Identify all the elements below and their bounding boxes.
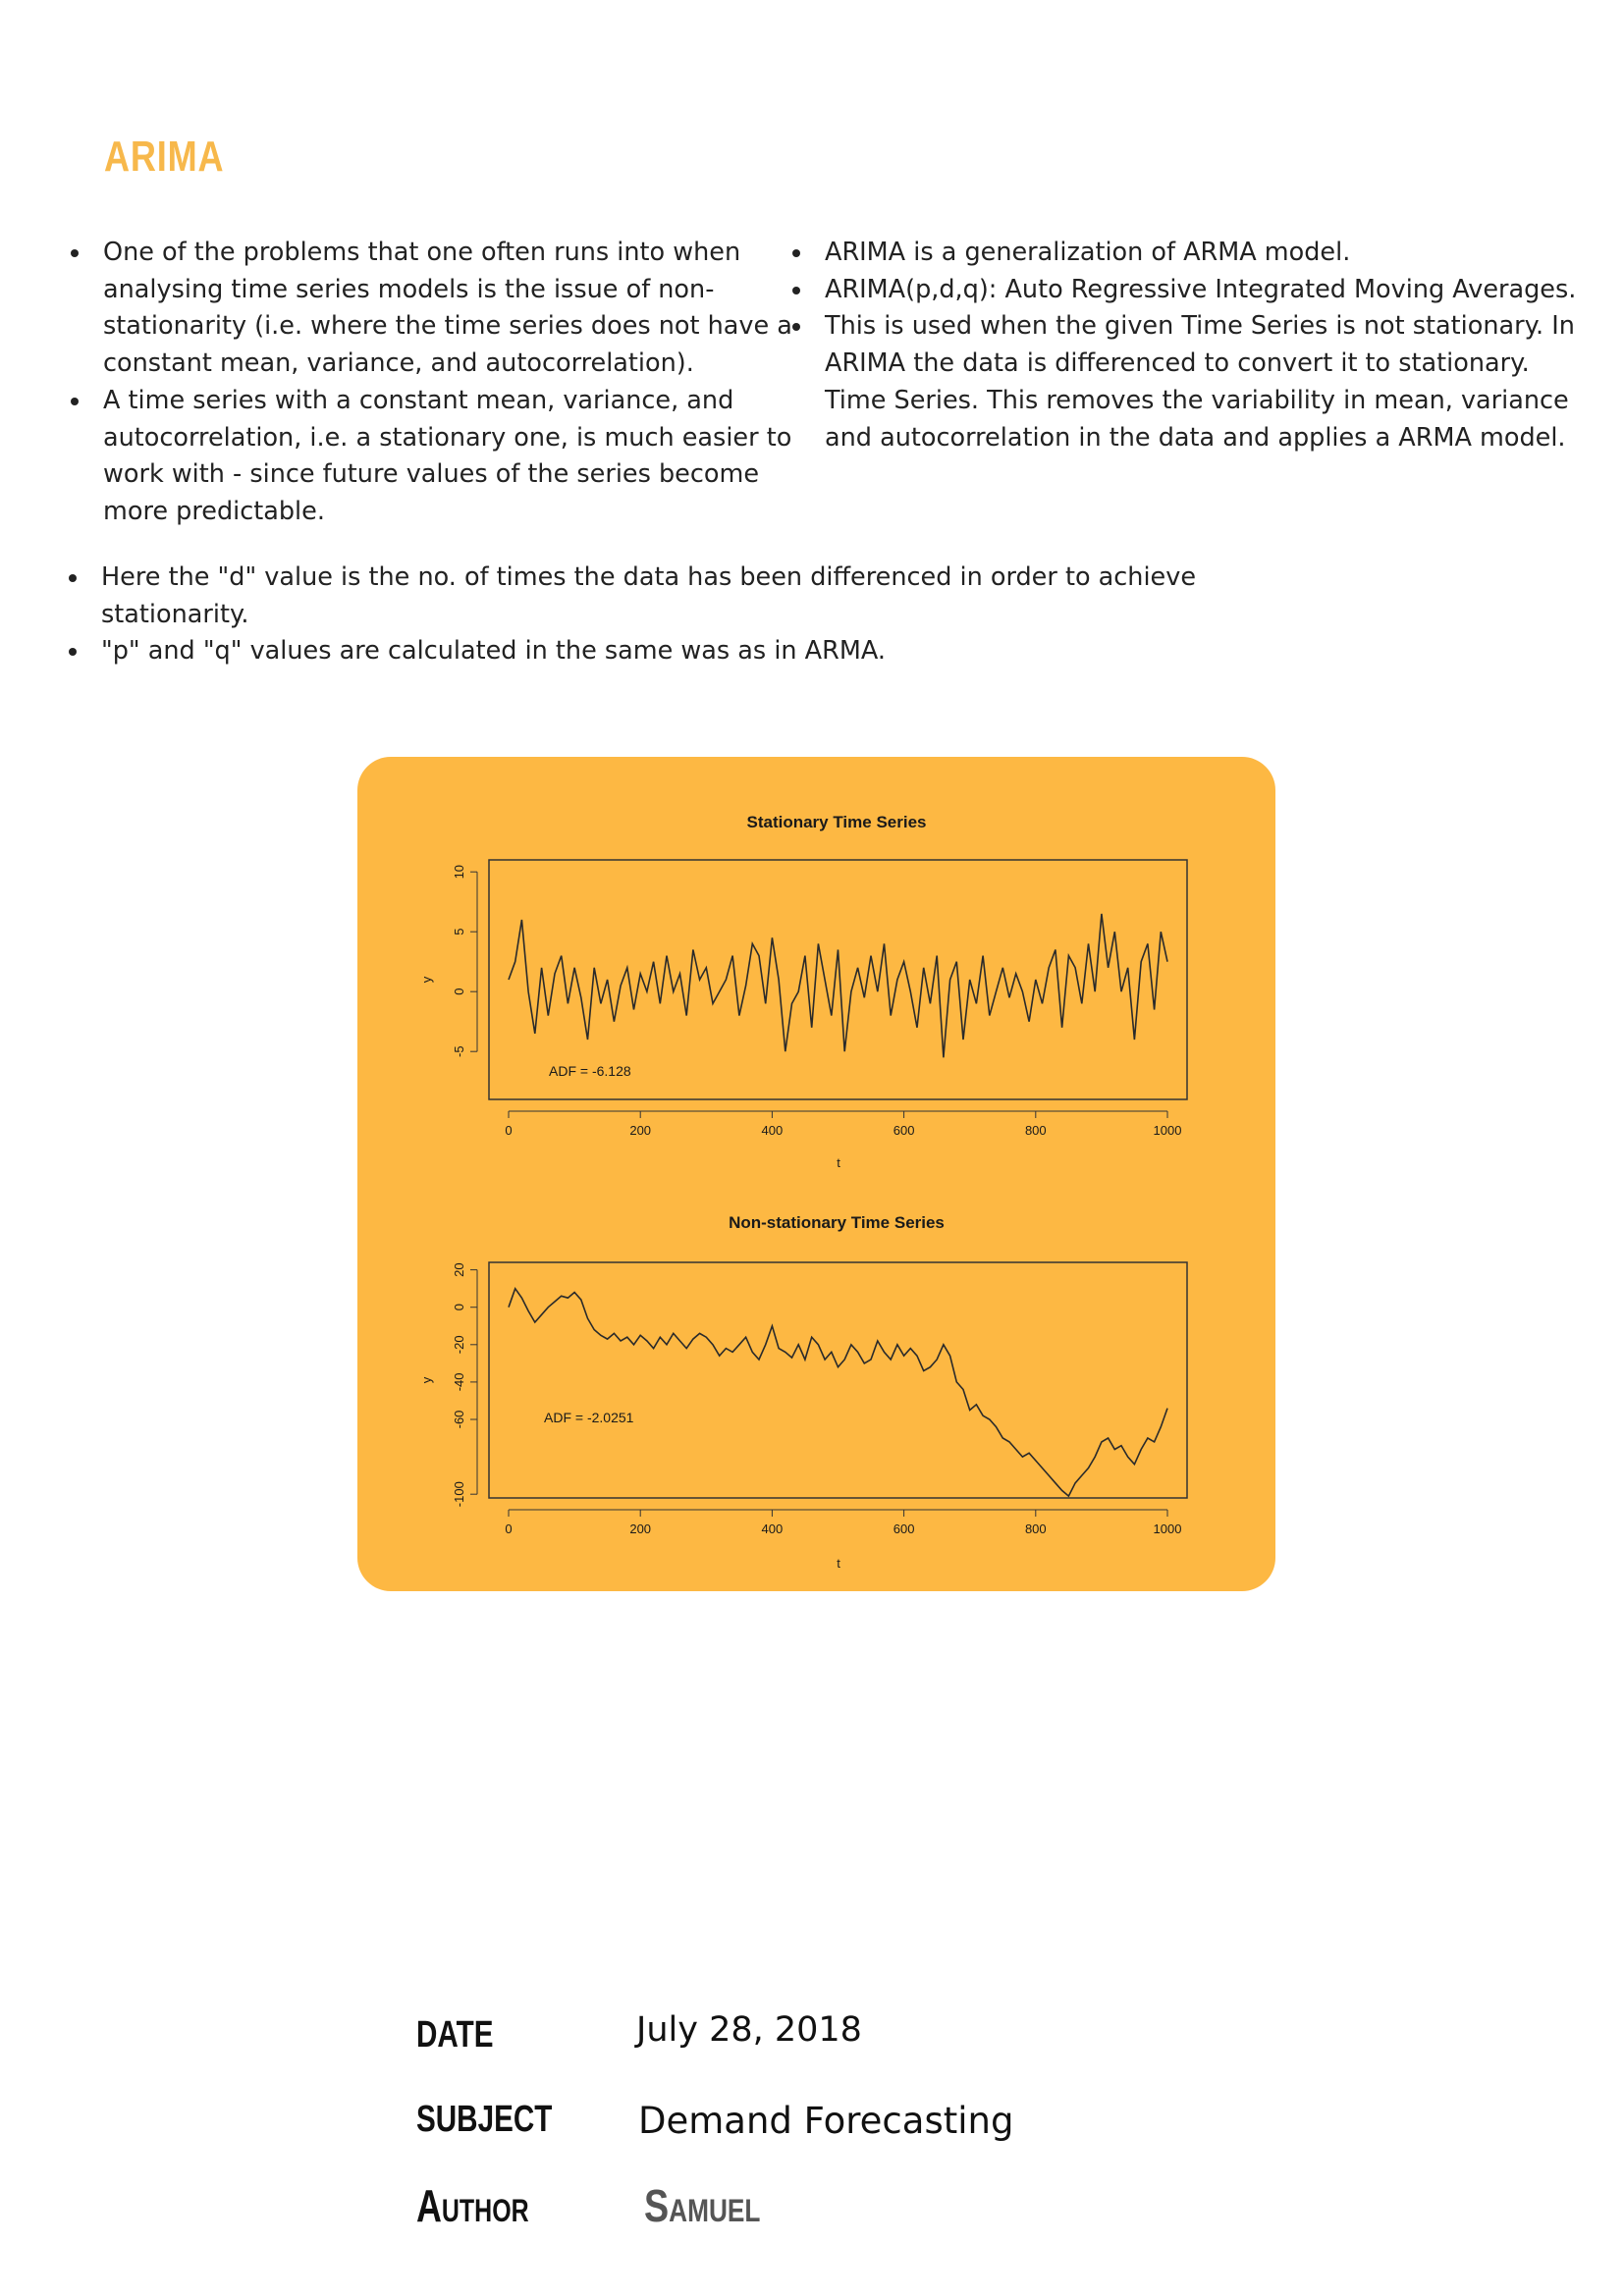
- y-tick-label: -40: [452, 1373, 466, 1392]
- y-tick-label: 20: [452, 1262, 466, 1276]
- chart-stationary: Stationary Time Series 0 200 400 600 800 1000…: [419, 813, 1188, 1170]
- author-label: Author: [416, 2180, 529, 2231]
- list-item: Here the "d" value is the no. of times t…: [65, 560, 1223, 633]
- x-tick-label: 1000: [1154, 1522, 1182, 1536]
- x-axis: 0 200 400 600 800 1000: [505, 1110, 1182, 1138]
- list-item: A time series with a constant mean, vari…: [67, 383, 793, 531]
- date-value: July 28, 2018: [636, 2010, 862, 2050]
- x-tick-label: 0: [505, 1522, 512, 1536]
- series-line: [508, 1286, 1168, 1498]
- subject-label: SUBJECT: [416, 2099, 553, 2140]
- x-tick-label: 200: [629, 1123, 651, 1138]
- x-tick-label: 600: [893, 1522, 915, 1536]
- x-tick-label: 400: [762, 1522, 784, 1536]
- list-item: ARIMA is a generalization of ARMA model.: [788, 235, 1584, 272]
- list-item: One of the problems that one often runs …: [67, 235, 793, 383]
- x-tick-label: 1000: [1154, 1123, 1182, 1138]
- y-axis-label: y: [419, 1376, 434, 1383]
- figure-card: Stationary Time Series 0 200 400 600 800 1000…: [357, 757, 1275, 1591]
- bullet-list-left: One of the problems that one often runs …: [67, 235, 793, 531]
- y-tick-label: -5: [452, 1045, 466, 1057]
- x-tick-label: 200: [629, 1522, 651, 1536]
- x-tick-label: 600: [893, 1123, 915, 1138]
- bullet-list-full: Here the "d" value is the no. of times t…: [65, 560, 1223, 670]
- y-tick-label: 10: [452, 865, 466, 879]
- chart-title: Stationary Time Series: [747, 813, 927, 831]
- subject-value: Demand Forecasting: [638, 2100, 1014, 2142]
- bullet-list-right: ARIMA is a generalization of ARMA model.…: [788, 235, 1584, 456]
- chart-title: Non-stationary Time Series: [729, 1213, 945, 1232]
- x-axis-label: t: [837, 1155, 840, 1170]
- y-tick-label: 0: [452, 1304, 466, 1310]
- plot-frame: [488, 859, 1188, 1100]
- list-item: "p" and "q" values are calculated in the…: [65, 633, 1223, 670]
- chart-nonstationary: Non-stationary Time Series 0 200 400 600 800…: [419, 1213, 1188, 1571]
- x-axis-label: t: [837, 1556, 840, 1571]
- date-label: DATE: [416, 2014, 494, 2056]
- author-value: Samuel: [644, 2180, 761, 2231]
- y-tick-label: -20: [452, 1335, 466, 1354]
- plot-frame: [488, 1261, 1188, 1499]
- y-tick-label: 0: [452, 988, 466, 995]
- adf-annotation: ADF = -2.0251: [544, 1410, 634, 1425]
- list-item: ARIMA(p,d,q): Auto Regressive Integrated…: [788, 272, 1584, 309]
- y-tick-label: -60: [452, 1411, 466, 1429]
- x-axis: 0 200 400 600 800 1000: [505, 1509, 1182, 1536]
- adf-annotation: ADF = -6.128: [549, 1063, 631, 1079]
- x-tick-label: 800: [1025, 1123, 1047, 1138]
- y-axis-label: y: [419, 976, 434, 983]
- x-tick-label: 800: [1025, 1522, 1047, 1536]
- y-axis: -5 0 5 10: [452, 865, 478, 1057]
- x-tick-label: 400: [762, 1123, 784, 1138]
- figure-svg: Stationary Time Series 0 200 400 600 800 1000…: [419, 813, 1188, 1571]
- page-title: ARIMA: [104, 133, 225, 181]
- x-tick-label: 0: [505, 1123, 512, 1138]
- y-tick-label: 5: [452, 929, 466, 935]
- y-tick-label: -100: [452, 1481, 466, 1507]
- series-line: [508, 913, 1168, 1058]
- list-item: This is used when the given Time Series …: [788, 308, 1584, 456]
- y-axis: -100 -60 -40 -20 0 20: [452, 1262, 478, 1507]
